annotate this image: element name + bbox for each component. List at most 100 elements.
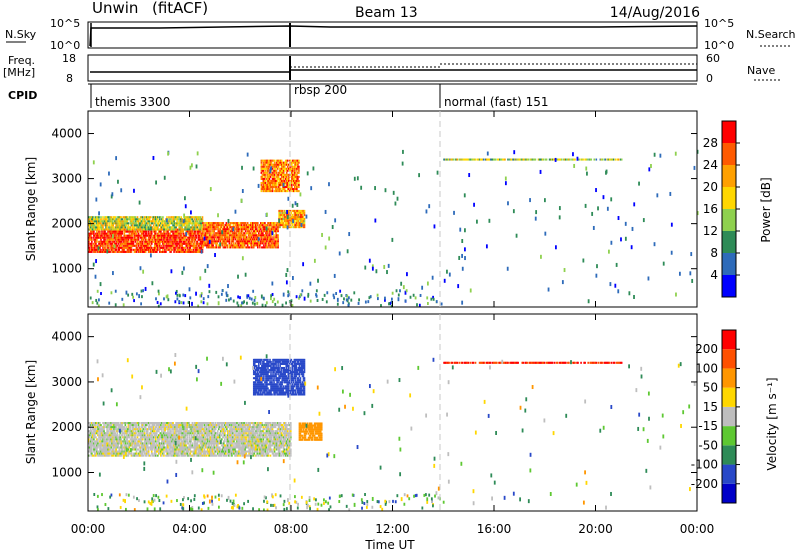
ground-echo — [270, 294, 273, 298]
range-gate-cell — [164, 248, 166, 251]
range-gate-cell — [235, 230, 238, 233]
range-gate-cell — [119, 454, 122, 457]
range-gate-cell — [259, 234, 261, 237]
ground-echo — [340, 294, 343, 298]
range-gate-cell — [120, 430, 123, 433]
range-gate-cell — [136, 246, 139, 249]
range-gate-cell — [157, 216, 159, 219]
range-gate-cell — [182, 242, 185, 245]
range-gate-cell — [184, 236, 187, 239]
range-gate-cell — [259, 226, 261, 229]
range-gate-cell — [111, 448, 113, 451]
range-gate-cell — [142, 250, 145, 253]
range-gate-cell — [289, 161, 292, 164]
range-gate-cell — [252, 222, 255, 225]
range-gate-cell — [152, 218, 155, 221]
range-gate-cell — [99, 444, 101, 447]
range-gate-cell — [283, 211, 286, 214]
ground-echo — [225, 291, 228, 295]
range-gate-cell — [105, 232, 107, 235]
range-gate-cell — [500, 158, 502, 161]
range-gate-cell — [159, 224, 161, 227]
range-gate-cell — [157, 448, 159, 451]
range-gate-cell — [293, 222, 296, 225]
range-gate-cell — [125, 236, 128, 239]
ground-echo — [390, 304, 393, 308]
range-gate-cell — [226, 234, 229, 237]
range-gate-cell — [250, 244, 253, 247]
range-gate-cell — [200, 242, 203, 245]
ground-echo — [309, 299, 312, 303]
range-gate-cell — [125, 240, 128, 243]
scatter-echo — [328, 236, 331, 241]
range-gate-cell — [128, 436, 131, 439]
range-gate-cell — [244, 242, 247, 245]
range-gate-cell — [272, 159, 275, 162]
ground-echo — [122, 303, 125, 307]
range-gate-cell — [163, 436, 165, 439]
range-gate-cell — [278, 173, 281, 176]
range-gate-cell — [160, 240, 162, 243]
range-gate-cell — [112, 228, 114, 231]
range-gate-cell — [270, 163, 273, 166]
range-gate-cell — [215, 232, 217, 235]
range-gate-cell — [143, 234, 146, 237]
range-gate-cell — [215, 240, 217, 243]
range-gate-cell — [281, 215, 283, 219]
range-gate-cell — [131, 224, 134, 227]
range-gate-cell — [96, 238, 98, 241]
range-gate-cell — [231, 244, 234, 247]
range-gate-cell — [159, 236, 161, 239]
range-gate-cell — [250, 240, 253, 243]
range-gate-cell — [292, 165, 294, 168]
range-gate-cell — [88, 436, 90, 439]
range-gate-cell — [187, 240, 190, 243]
range-gate-cell — [145, 422, 148, 425]
range-gate-cell — [204, 244, 206, 247]
range-gate-cell — [146, 246, 149, 249]
range-gate-cell — [287, 173, 290, 176]
range-gate-cell — [133, 440, 136, 443]
ground-echo — [384, 296, 386, 300]
range-gate-cell — [296, 186, 298, 189]
range-gate-cell — [461, 158, 464, 161]
scatter-echo — [324, 209, 327, 214]
ground-echo — [323, 293, 326, 297]
range-gate-cell — [140, 432, 143, 435]
ground-echo — [225, 298, 228, 302]
range-gate-cell — [101, 440, 103, 443]
range-gate-cell — [601, 158, 604, 161]
range-gate-cell — [129, 248, 132, 251]
range-gate-cell — [168, 240, 170, 243]
range-gate-cell — [265, 232, 267, 235]
range-gate-cell — [157, 218, 159, 221]
range-gate-cell — [101, 234, 103, 237]
range-gate-cell — [223, 232, 226, 235]
range-gate-cell — [90, 224, 92, 227]
range-gate-cell — [194, 244, 197, 247]
range-gate-cell — [264, 183, 267, 187]
range-gate-cell — [620, 158, 623, 161]
range-gate-cell — [207, 224, 209, 227]
range-gate-cell — [116, 442, 119, 445]
range-gate-cell — [188, 238, 191, 241]
scatter-echo — [693, 165, 696, 170]
range-gate-cell — [111, 248, 113, 251]
range-gate-cell — [100, 238, 102, 241]
range-gate-cell — [94, 248, 96, 251]
range-gate-cell — [151, 448, 154, 451]
range-gate-cell — [103, 422, 105, 425]
range-gate-cell — [244, 246, 247, 249]
range-gate-cell — [106, 436, 108, 439]
range-gate-cell — [153, 236, 156, 239]
range-gate-cell — [145, 232, 148, 235]
range-gate-cell — [102, 434, 104, 437]
range-gate-cell — [161, 238, 163, 241]
range-gate-cell — [274, 183, 277, 187]
range-gate-cell — [144, 244, 147, 247]
range-gate-cell — [269, 228, 271, 231]
range-gate-cell — [186, 244, 189, 247]
range-gate-cell — [241, 242, 244, 245]
range-gate-cell — [109, 440, 111, 443]
range-gate-cell — [265, 234, 267, 237]
